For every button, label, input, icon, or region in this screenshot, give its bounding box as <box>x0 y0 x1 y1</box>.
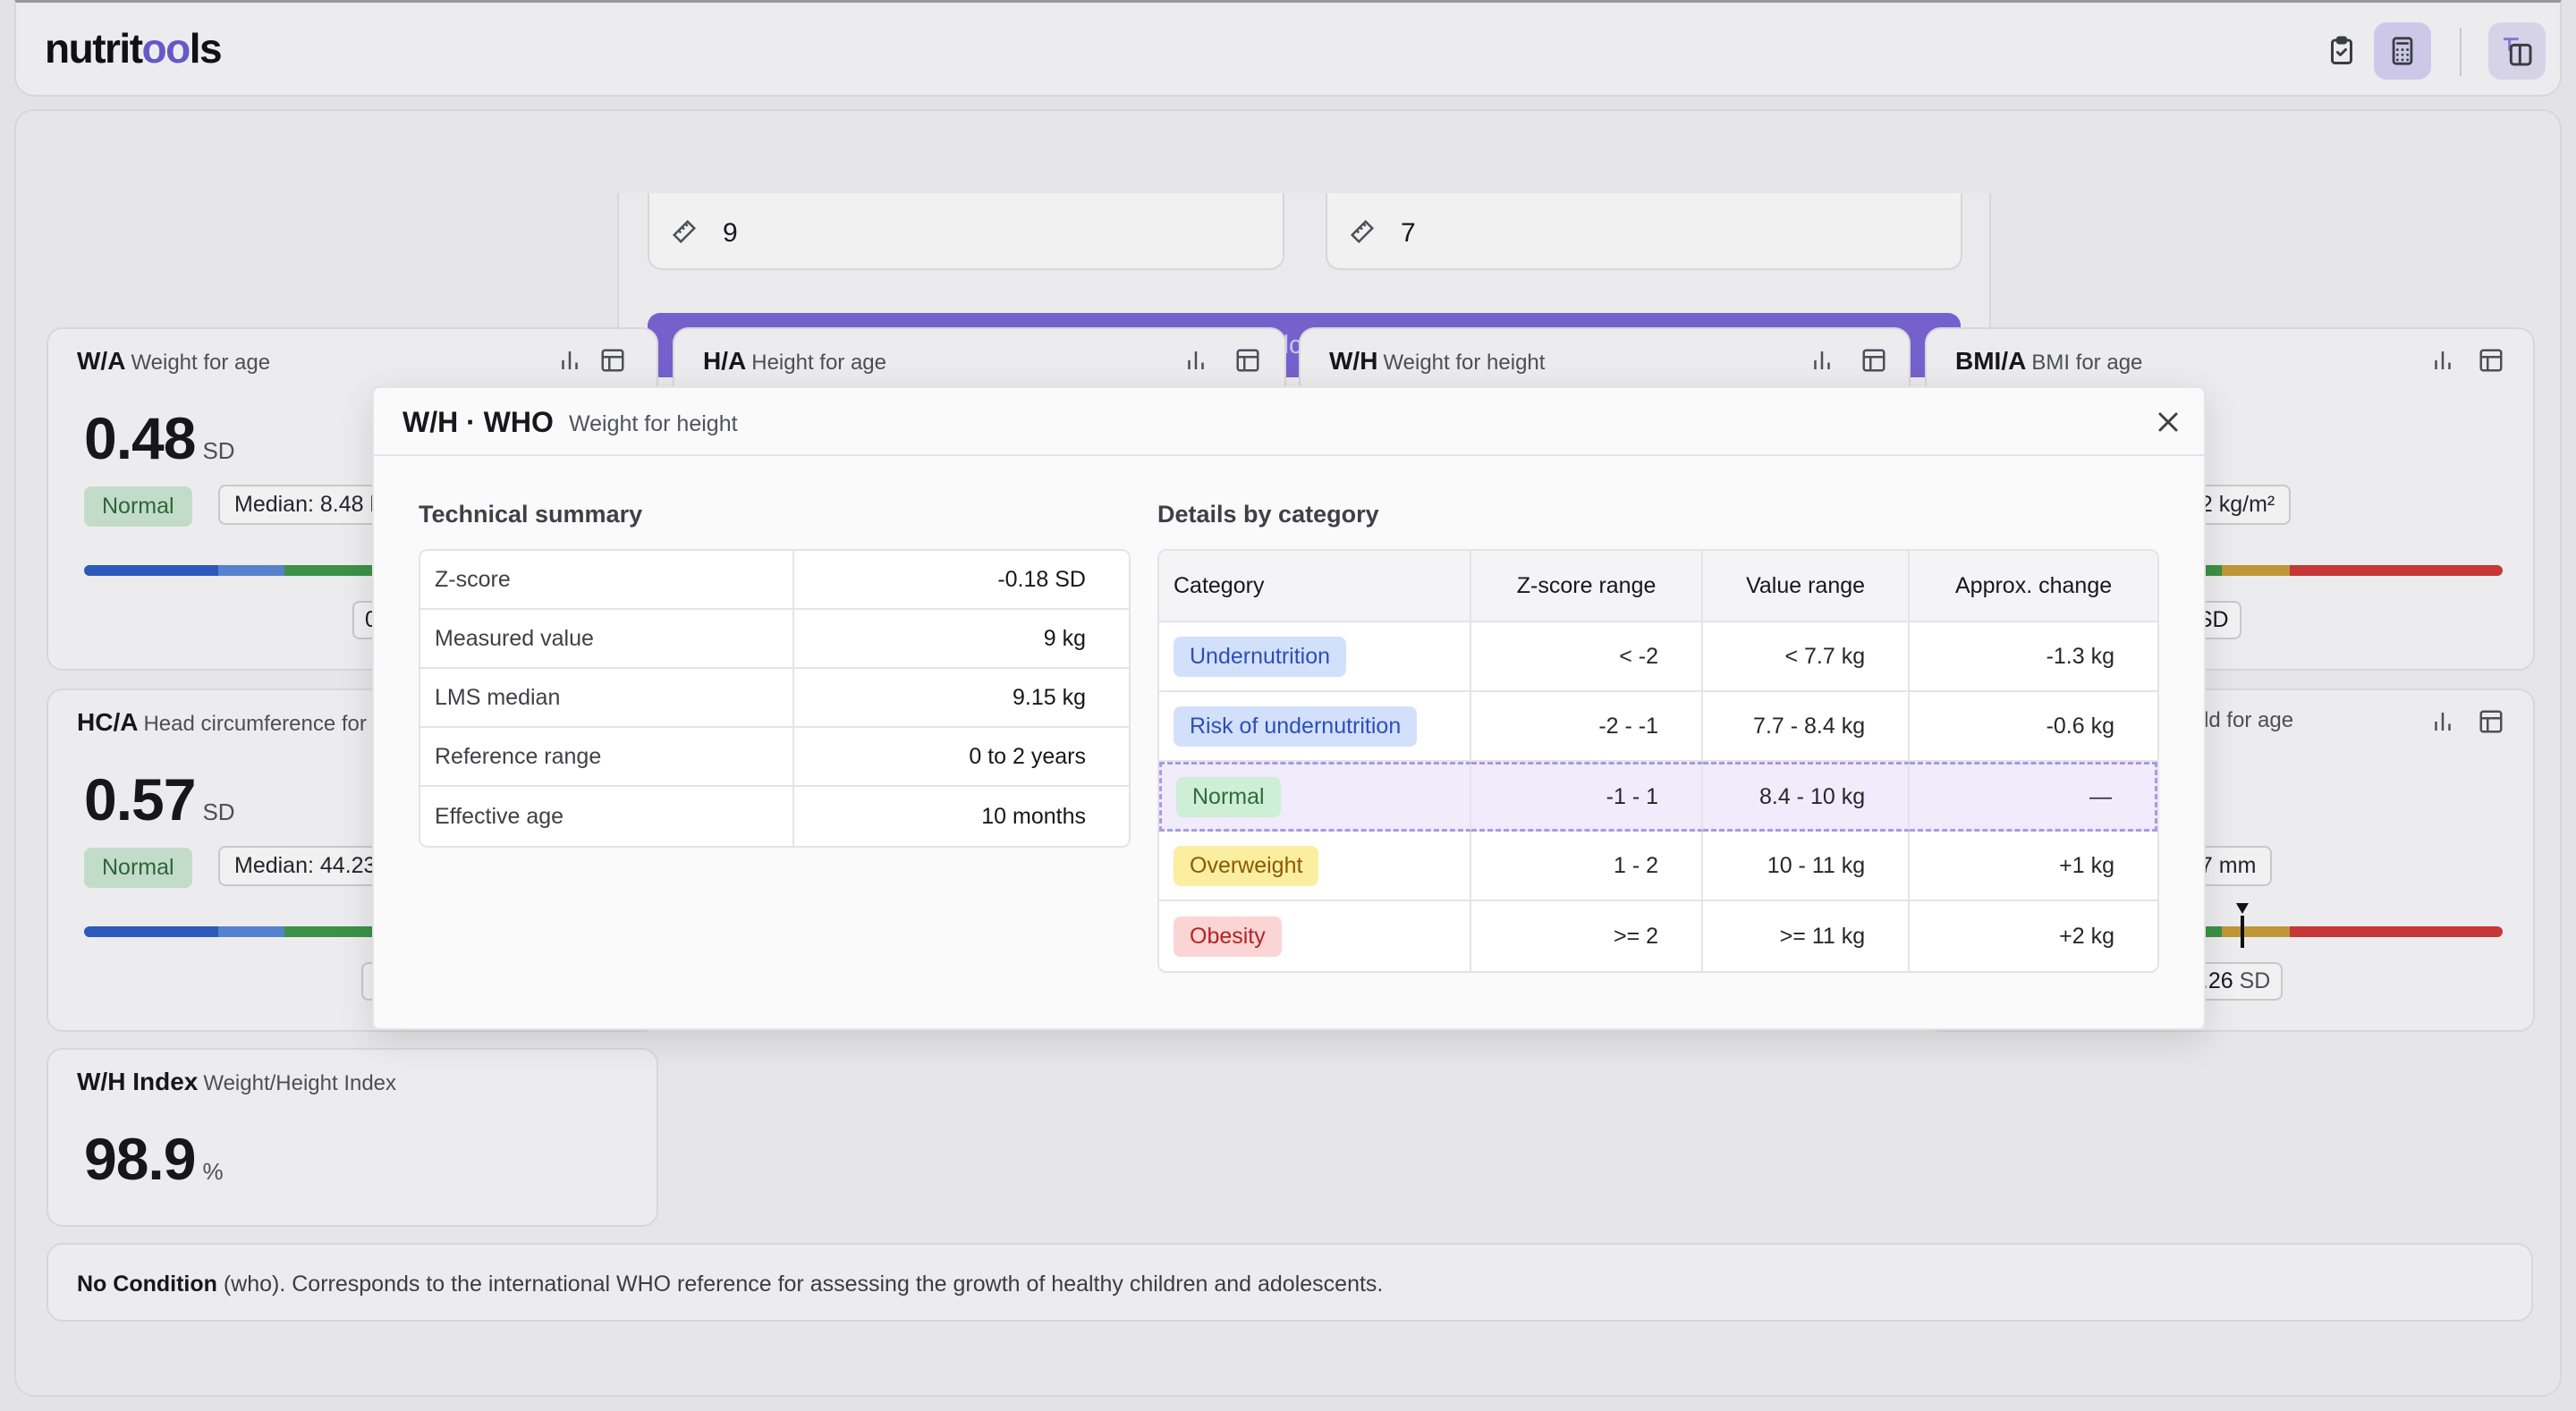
chart-icon[interactable] <box>1182 347 1209 374</box>
zscore-range-cell: -1 - 1 <box>1471 762 1704 832</box>
calculator-icon <box>2392 37 2413 65</box>
calculator-button[interactable] <box>2374 22 2431 80</box>
status-badge: Normal <box>84 486 192 527</box>
toolbar-divider <box>2460 28 2462 76</box>
technical-summary-table: Z-score -0.18 SD Measured value 9 kg LMS med… <box>419 549 1131 848</box>
zscore-range-cell: >= 2 <box>1471 901 1704 971</box>
clipboard-check-icon <box>2331 36 2352 64</box>
summary-row: LMS median 9.15 kg <box>420 669 1129 728</box>
ruler-icon <box>1350 219 1375 244</box>
clipboard-check-button[interactable] <box>2313 22 2370 80</box>
ruler-icon <box>672 219 697 244</box>
summary-row: Z-score -0.18 SD <box>420 551 1129 610</box>
chart-icon[interactable] <box>556 347 583 374</box>
approx-change-cell: — <box>1910 762 2157 832</box>
column-header: Z-score range <box>1471 551 1704 622</box>
approx-change-cell: -1.3 kg <box>1910 622 2157 692</box>
category-row: Obesity >= 2 >= 11 kg +2 kg <box>1159 901 2157 971</box>
value-range-cell: < 7.7 kg <box>1703 622 1911 692</box>
summary-value: 0 to 2 years <box>794 728 1129 787</box>
zscore-range-cell: 1 - 2 <box>1471 832 1704 901</box>
modal-subtitle: Weight for height <box>569 411 738 436</box>
chart-icon[interactable] <box>2429 708 2456 735</box>
category-cell: Normal <box>1159 762 1472 832</box>
approx-change-cell: -0.6 kg <box>1910 692 2157 762</box>
category-row: Overweight 1 - 2 10 - 11 kg +1 kg <box>1159 832 2157 901</box>
summary-key: Z-score <box>420 551 794 610</box>
value-range-cell: 7.7 - 8.4 kg <box>1703 692 1911 762</box>
column-header: Category <box>1159 551 1472 622</box>
marker-icon <box>2236 903 2249 948</box>
chart-icon[interactable] <box>1809 347 1835 374</box>
category-badge: Overweight <box>1174 845 1319 886</box>
hca-value: 0.57 SD <box>84 766 235 832</box>
chart-icon[interactable] <box>2429 347 2456 374</box>
summary-value: 9 kg <box>794 610 1129 669</box>
category-row: Risk of undernutrition -2 - -1 7.7 - 8.4 k… <box>1159 692 2157 762</box>
summary-key: Reference range <box>420 728 794 787</box>
value-range-cell: 8.4 - 10 kg <box>1703 762 1911 832</box>
category-row: Undernutrition < -2 < 7.7 kg -1.3 kg <box>1159 622 2157 692</box>
zscore-range-cell: < -2 <box>1471 622 1704 692</box>
category-cell: Risk of undernutrition <box>1159 692 1472 762</box>
card-weight-height-index[interactable]: W/H Index Weight/Height Index 98.9% <box>47 1048 658 1227</box>
category-cell: Obesity <box>1159 901 1472 971</box>
summary-key: LMS median <box>420 669 794 728</box>
category-badge: Risk of undernutrition <box>1174 706 1418 747</box>
approx-change-cell: +2 kg <box>2059 923 2114 949</box>
details-title: Details by category <box>1157 501 1379 528</box>
height-input[interactable]: 7 <box>1326 193 1962 270</box>
summary-row: Effective age 10 months <box>420 787 1129 846</box>
top-bar: nutritools <box>14 0 2562 97</box>
summary-value: -0.18 SD <box>794 551 1129 610</box>
approx-change-cell: +1 kg <box>1910 832 2157 901</box>
wa-value: 0.48 SD <box>84 405 235 471</box>
table-icon[interactable] <box>1234 347 1261 374</box>
close-icon[interactable] <box>2152 406 2184 438</box>
summary-value: 10 months <box>981 803 1086 829</box>
reference-note: No Condition (who). Corresponds to the i… <box>47 1243 2533 1322</box>
whi-value: 98.9% <box>84 1126 224 1192</box>
category-cell: Undernutrition <box>1159 622 1472 692</box>
modal-title: W/H · WHO <box>402 406 554 438</box>
table-icon[interactable] <box>599 347 626 374</box>
category-table: Category Z-score range Value range Approx. … <box>1157 549 2159 973</box>
summary-title: Technical summary <box>419 501 643 528</box>
panel-icon <box>2504 38 2532 66</box>
summary-row: Reference range 0 to 2 years <box>420 728 1129 787</box>
summary-key: Effective age <box>420 787 794 846</box>
summary-key: Measured value <box>420 610 794 669</box>
summary-row: Measured value 9 kg <box>420 610 1129 669</box>
value-range-cell: >= 11 kg <box>1703 901 1911 971</box>
category-badge: Normal <box>1176 776 1281 817</box>
category-cell: Overweight <box>1159 832 1472 901</box>
category-badge: Undernutrition <box>1174 636 1347 677</box>
value-range-cell: 10 - 11 kg <box>1703 832 1911 901</box>
table-icon[interactable] <box>1860 347 1887 374</box>
summary-value: 9.15 kg <box>794 669 1129 728</box>
weight-input[interactable]: 9 <box>648 193 1284 270</box>
column-header: Value range <box>1703 551 1911 622</box>
category-badge: Obesity <box>1174 916 1282 957</box>
app-logo[interactable]: nutritools <box>45 25 223 72</box>
table-icon[interactable] <box>2478 347 2504 374</box>
category-row: Normal -1 - 1 8.4 - 10 kg — <box>1159 762 2157 832</box>
table-icon[interactable] <box>2478 708 2504 735</box>
status-badge: Normal <box>84 848 192 888</box>
column-header: Approx. change <box>1910 551 2157 622</box>
panel-toggle-button[interactable] <box>2488 22 2546 80</box>
zscore-range-cell: -2 - -1 <box>1471 692 1704 762</box>
details-modal: W/H · WHO Weight for height Technical su… <box>372 386 2206 1030</box>
modal-header: W/H · WHO Weight for height <box>374 388 2204 456</box>
